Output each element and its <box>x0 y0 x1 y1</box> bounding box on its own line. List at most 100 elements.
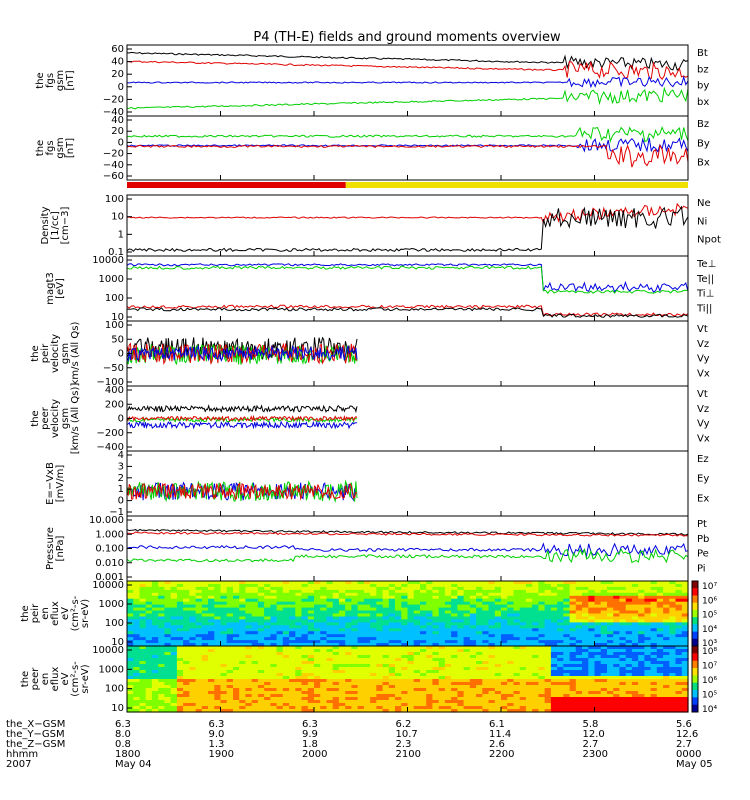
spectrogram-cell <box>133 604 140 609</box>
spectrogram-cell <box>544 685 552 689</box>
spectrogram-cell <box>569 664 577 668</box>
spectrogram-cell <box>245 601 253 606</box>
spectrogram-cell <box>432 670 440 674</box>
spectrogram-cell <box>233 604 240 609</box>
spectrogram-cell <box>289 589 296 594</box>
spectrogram-cell <box>663 625 670 629</box>
spectrogram-cell <box>451 631 458 635</box>
spectrogram-cell <box>563 679 571 683</box>
spectrogram-cell <box>158 640 165 644</box>
spectrogram-cell <box>463 694 471 698</box>
spectrogram-cell <box>233 658 240 662</box>
spectrogram-cell <box>170 697 178 701</box>
spectrogram-cell <box>282 643 290 647</box>
spectrogram-cell <box>544 631 552 635</box>
spectrogram-cell <box>307 691 315 695</box>
spectrogram-cell <box>407 685 415 689</box>
spectrogram-cell <box>388 703 396 707</box>
spectrogram-cell <box>681 697 689 701</box>
spectrogram-cell <box>594 613 602 618</box>
spectrogram-cell <box>644 613 652 618</box>
spectrogram-cell <box>550 697 558 701</box>
spectrogram-cell <box>600 652 608 656</box>
spectrogram-cell <box>208 676 215 680</box>
spectrogram-cell <box>214 586 222 591</box>
spectrogram-cell <box>482 616 490 621</box>
colorbar-label: 10⁵ <box>702 611 717 621</box>
spectrogram-cell <box>320 616 327 621</box>
spectrogram-cell <box>444 673 452 677</box>
spectrogram-cell <box>145 694 153 698</box>
panel-frame <box>126 385 689 452</box>
spectrogram-cell <box>220 685 228 689</box>
spectrogram-cell <box>463 700 471 704</box>
spectrogram-cell <box>451 601 458 606</box>
spectrogram-cell <box>463 581 471 585</box>
spectrogram-cell <box>451 584 458 588</box>
spectrogram-cell <box>214 634 222 638</box>
spectrogram-cell <box>575 652 583 656</box>
spectrogram-cell <box>457 640 465 644</box>
spectrogram-cell <box>363 634 371 638</box>
spectrogram-cell <box>569 667 577 671</box>
legend-Vy: Vy <box>697 419 710 430</box>
spectrogram-cell <box>438 670 446 674</box>
spectrogram-cell <box>476 673 483 677</box>
spectrogram-cell <box>638 643 645 647</box>
spectrogram-cell <box>301 628 309 632</box>
spectrogram-cell <box>282 584 290 588</box>
spectrogram-cell <box>145 589 153 594</box>
spectrogram-cell <box>669 592 677 597</box>
spectrogram-cell <box>189 697 197 701</box>
spectrogram-cell <box>145 697 153 701</box>
spectrogram-cell <box>320 601 327 606</box>
spectrogram-cell <box>239 652 246 656</box>
spectrogram-cell <box>189 661 197 665</box>
spectrogram-cell <box>357 598 365 603</box>
spectrogram-cell <box>332 625 340 629</box>
spectrogram-cell <box>345 584 352 588</box>
spectrogram-cell <box>575 643 583 647</box>
spectrogram-cell <box>370 631 377 635</box>
spectrogram-cell <box>631 694 639 698</box>
legend-Pt: Pt <box>697 519 707 530</box>
spectrogram-cell <box>257 700 265 704</box>
spectrogram-cell <box>338 694 346 698</box>
spectrogram-cell <box>314 643 321 647</box>
spectrogram-cell <box>569 643 577 647</box>
spectrogram-cell <box>338 634 346 638</box>
spectrogram-cell <box>525 652 533 656</box>
spectrogram-cell <box>600 649 608 653</box>
spectrogram-cell <box>239 637 246 641</box>
spectrogram-cell <box>594 589 602 594</box>
spectrogram-cell <box>563 649 571 653</box>
spectrogram-cell <box>376 631 384 635</box>
spectrogram-cell <box>264 676 271 680</box>
spectrogram-cell <box>513 592 521 597</box>
spectrogram-cell <box>444 661 452 665</box>
spectrogram-cell <box>133 676 140 680</box>
spectrogram-cell <box>345 682 352 686</box>
spectrogram-cell <box>276 679 284 683</box>
spectrogram-cell <box>675 688 683 692</box>
spectrogram-cell <box>607 598 614 603</box>
spectrogram-cell <box>482 601 490 606</box>
spectrogram-cell <box>314 658 321 662</box>
spectrogram-cell <box>239 703 246 707</box>
spectrogram-cell <box>164 709 172 713</box>
spectrogram-cell <box>532 688 539 692</box>
spectrogram-cell <box>264 697 271 701</box>
spectrogram-cell <box>133 592 140 597</box>
spectrogram-cell <box>239 610 246 615</box>
spectrogram-cell <box>638 592 645 597</box>
spectrogram-cell <box>513 625 521 629</box>
spectrogram-cell <box>395 622 402 626</box>
spectrogram-cell <box>264 664 271 668</box>
spectrogram-cell <box>176 595 184 600</box>
spectrogram-cell <box>457 604 465 609</box>
spectrogram-cell <box>507 667 514 671</box>
spectrogram-cell <box>282 664 290 668</box>
panel-frame <box>126 320 689 387</box>
spectrogram-cell <box>270 655 278 659</box>
spectrogram-cell <box>326 616 334 621</box>
